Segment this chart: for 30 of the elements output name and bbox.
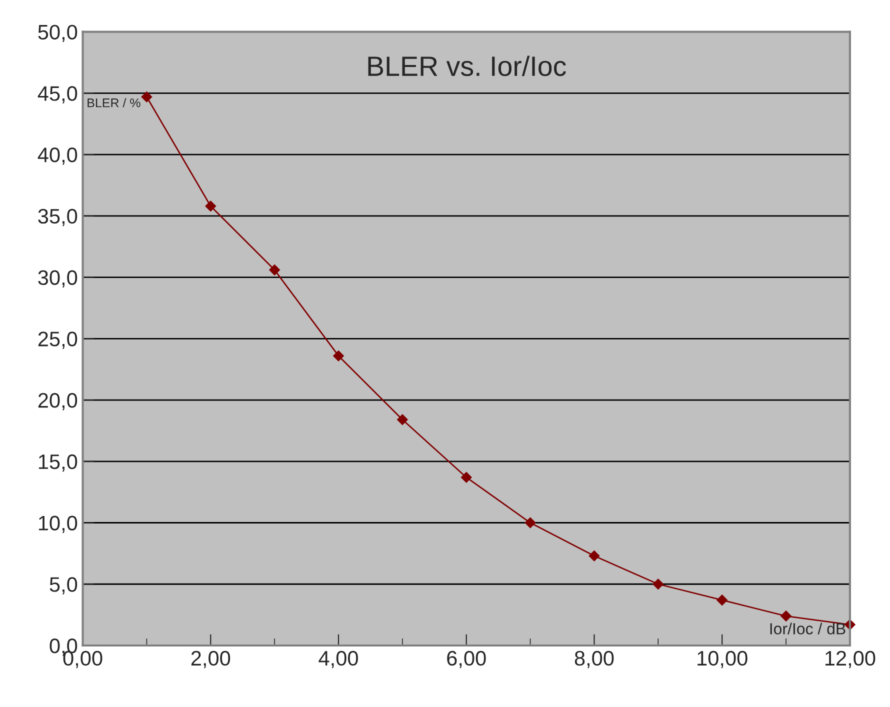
point	[652, 578, 664, 590]
text: BLER vs. Ior/Ioc	[368, 56, 566, 76]
point	[460, 472, 472, 483]
y-tick-label: 45,0	[38, 86, 78, 104]
point	[396, 414, 408, 426]
point	[524, 517, 536, 528]
x-tick-label: 2,00	[191, 650, 230, 668]
y-tick-label: 35,0	[38, 208, 78, 226]
point	[588, 550, 600, 562]
point	[205, 200, 216, 212]
x-tick-label: 4,00	[318, 650, 358, 668]
y-tick-label: 15,0	[38, 454, 78, 472]
x-tick-label: 6,00	[447, 650, 486, 668]
y-tick-label: 40,0	[38, 148, 78, 165]
y-tick-label: 10,0	[38, 516, 78, 533]
x-axis-title: Ior/Ioc / dB	[770, 622, 846, 634]
x-tick-label: 8,00	[574, 650, 614, 668]
y-tick-label: 30,0	[38, 270, 78, 288]
y-tick-label: 5,0	[50, 577, 78, 594]
point	[141, 91, 152, 102]
y-tick-label: 20,0	[38, 393, 78, 410]
point	[780, 610, 792, 622]
point	[716, 594, 728, 606]
point	[333, 350, 344, 362]
x-tick-label: 10,00	[698, 650, 748, 668]
y-tick-label: 25,0	[38, 332, 78, 349]
point	[269, 264, 280, 276]
y-axis-title: BLER / %	[88, 98, 140, 108]
y-tick-label: 50,0	[38, 24, 78, 42]
x-tick-label: 12,00	[825, 650, 876, 668]
